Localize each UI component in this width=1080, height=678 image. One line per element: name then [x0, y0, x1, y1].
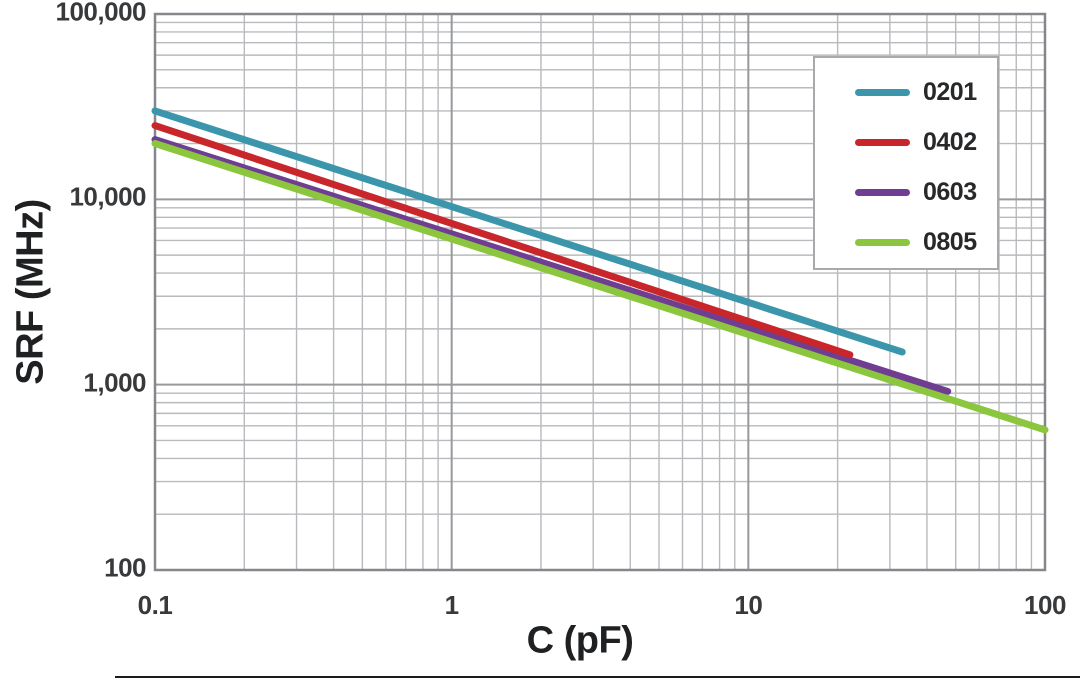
y-tick-label-1000: 1,000 — [83, 367, 146, 398]
y-tick-label-100: 100 — [104, 552, 146, 583]
image-bottom-edge-line — [115, 676, 1080, 678]
x-tick-label-10: 10 — [734, 590, 763, 620]
legend: 0201 0402 0603 0805 — [813, 56, 999, 270]
series-line-0201 — [151, 107, 906, 356]
x-tick-label-1: 1 — [444, 590, 459, 620]
series-line-0805 — [151, 140, 1049, 434]
y-tick-label-100000: 100,000 — [55, 0, 147, 27]
x-tick-label-0.1: 0.1 — [137, 590, 173, 620]
legend-item-0603: 0603 — [815, 167, 997, 217]
legend-label-0201: 0201 — [923, 77, 977, 106]
legend-label-0603: 0603 — [923, 177, 977, 206]
y-tick-label-10000: 10,000 — [69, 181, 146, 212]
x-axis-title: C (pF) — [526, 619, 634, 662]
legend-label-0805: 0805 — [923, 227, 977, 256]
legend-item-0805: 0805 — [815, 217, 997, 267]
x-tick-label-100: 100 — [1024, 590, 1066, 620]
legend-label-0402: 0402 — [923, 127, 977, 156]
legend-item-0201: 0201 — [815, 67, 997, 117]
legend-item-0402: 0402 — [815, 117, 997, 167]
legend-swatch-0201 — [855, 88, 910, 96]
y-axis-title: SRF (MHz) — [9, 199, 52, 385]
legend-swatch-0603 — [855, 188, 910, 196]
series-line-0603 — [151, 136, 952, 395]
series-line-0402 — [151, 122, 854, 359]
legend-swatch-0402 — [855, 138, 910, 146]
legend-swatch-0805 — [855, 238, 910, 246]
